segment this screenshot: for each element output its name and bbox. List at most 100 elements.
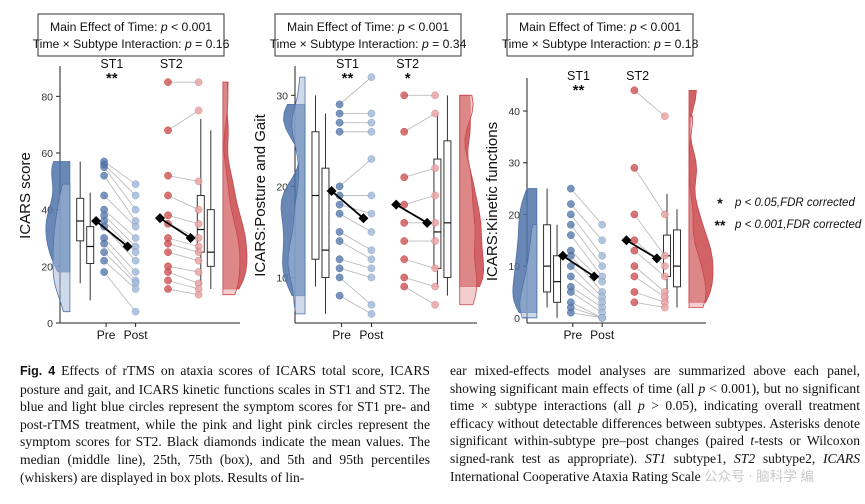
paired-line (103, 243, 136, 281)
st1-pre-point (567, 220, 575, 229)
subtype-label: ST1 (567, 69, 590, 83)
st2-pre-point (164, 276, 172, 285)
st1-post-point (367, 300, 376, 309)
st1-pre-point (335, 237, 344, 245)
st1-post-point (367, 273, 376, 282)
st1-post-point (367, 246, 376, 254)
paired-line (634, 214, 666, 257)
st2-post-point (431, 164, 439, 173)
caption-italic: p (638, 398, 645, 414)
x-tick-label: Post (590, 328, 615, 342)
paired-line (167, 237, 199, 247)
paired-line (634, 301, 665, 308)
stats-interaction: Time × Subtype Interaction: p = 0.34 (270, 37, 467, 51)
paired-line (570, 276, 603, 303)
significance-marker: ** (573, 82, 585, 99)
st1-post-point (131, 285, 140, 293)
box-iqr (672, 229, 681, 288)
st1-post-point (598, 313, 607, 322)
st1-post-point (367, 127, 376, 136)
paired-line (167, 271, 199, 284)
mean-line (625, 239, 658, 260)
st1-pre-point (335, 255, 344, 264)
st2-pre-point (630, 210, 639, 219)
st2-pre-point (164, 268, 172, 276)
st1-post-point (598, 220, 607, 229)
mean-diamond (391, 199, 402, 210)
paired-line (167, 280, 199, 290)
st2-post-point (431, 300, 439, 309)
paired-line (570, 203, 603, 241)
st2-pre-point (400, 173, 409, 182)
legend-symbol: ** (715, 217, 726, 233)
paired-line (570, 188, 603, 226)
paired-line (103, 195, 136, 227)
mean-diamond (155, 213, 165, 224)
paired-line (167, 251, 199, 262)
paired-line (570, 291, 603, 314)
st1-pre-point (567, 288, 575, 296)
st1-post-point (131, 307, 140, 316)
st1-pre-point (567, 200, 575, 208)
stats-interaction: Time × Subtype Interaction: p = 0.16 (33, 37, 230, 51)
caption-italic: ICARS (823, 450, 861, 466)
st1-post-point (131, 191, 140, 200)
st1-post-point (131, 248, 140, 257)
mean-diamond (122, 241, 133, 252)
y-axis-label: ICARS:Kinetic functions (484, 122, 501, 281)
st2-post-point (194, 290, 203, 299)
st2-pre-point (630, 288, 639, 296)
y-tick-label: 60 (41, 148, 53, 160)
mean-diamond (589, 271, 600, 282)
st2-pre-point (164, 248, 172, 257)
caption-italic: t (750, 433, 755, 449)
x-tick-label: Pre (97, 328, 116, 342)
paired-line (634, 89, 666, 117)
st2-pre-point (630, 272, 639, 281)
caption-text: > 0.05), indicating overall treatment ef… (450, 398, 860, 449)
figure-label: Fig. 4 (20, 364, 56, 378)
subtype-label: ST2 (396, 57, 419, 71)
y-tick-label: 30 (276, 90, 288, 102)
paired-line (403, 286, 436, 306)
paired-line (570, 301, 603, 319)
st2-post-point (431, 218, 439, 227)
mean-line (395, 203, 428, 224)
st2-post-point (194, 234, 203, 242)
st2-pre-point (630, 164, 639, 172)
box-iqr (76, 197, 85, 242)
paired-line (103, 209, 136, 239)
st2-pre-point (400, 127, 409, 136)
st2-post-point (194, 248, 203, 257)
paired-line (634, 291, 665, 303)
st1-pre-point (100, 248, 108, 257)
x-tick-label: Pre (564, 328, 583, 342)
caption-italic: ST2 (733, 450, 756, 466)
mean-diamond (422, 217, 433, 228)
st2-pre-point (164, 171, 172, 180)
st1-violin (519, 224, 538, 319)
paired-line (404, 258, 436, 269)
paired-line (634, 250, 666, 277)
st1-pre-point (100, 256, 108, 265)
mean-line (331, 190, 365, 219)
st1-pre-point (567, 231, 575, 239)
paired-line (103, 161, 136, 185)
mean-diamond (185, 233, 196, 243)
legend-text: p < 0.001,FDR corrected (734, 219, 862, 231)
subtype-label: ST1 (100, 57, 123, 71)
st2-violin (459, 94, 478, 306)
st1-pre-point (335, 228, 344, 236)
st2-pre-point (400, 237, 409, 245)
st1-pre-point (335, 182, 344, 191)
st2-post-point (431, 191, 439, 200)
paired-line (339, 267, 372, 278)
paired-line (103, 237, 136, 273)
st1-post-point (598, 236, 607, 245)
st1-pre-point (335, 118, 344, 127)
st1-post-point (367, 255, 376, 264)
box-iqr (206, 209, 215, 267)
mean-line (562, 255, 595, 278)
stats-box (37, 13, 225, 57)
st1-pre-point (335, 200, 344, 209)
